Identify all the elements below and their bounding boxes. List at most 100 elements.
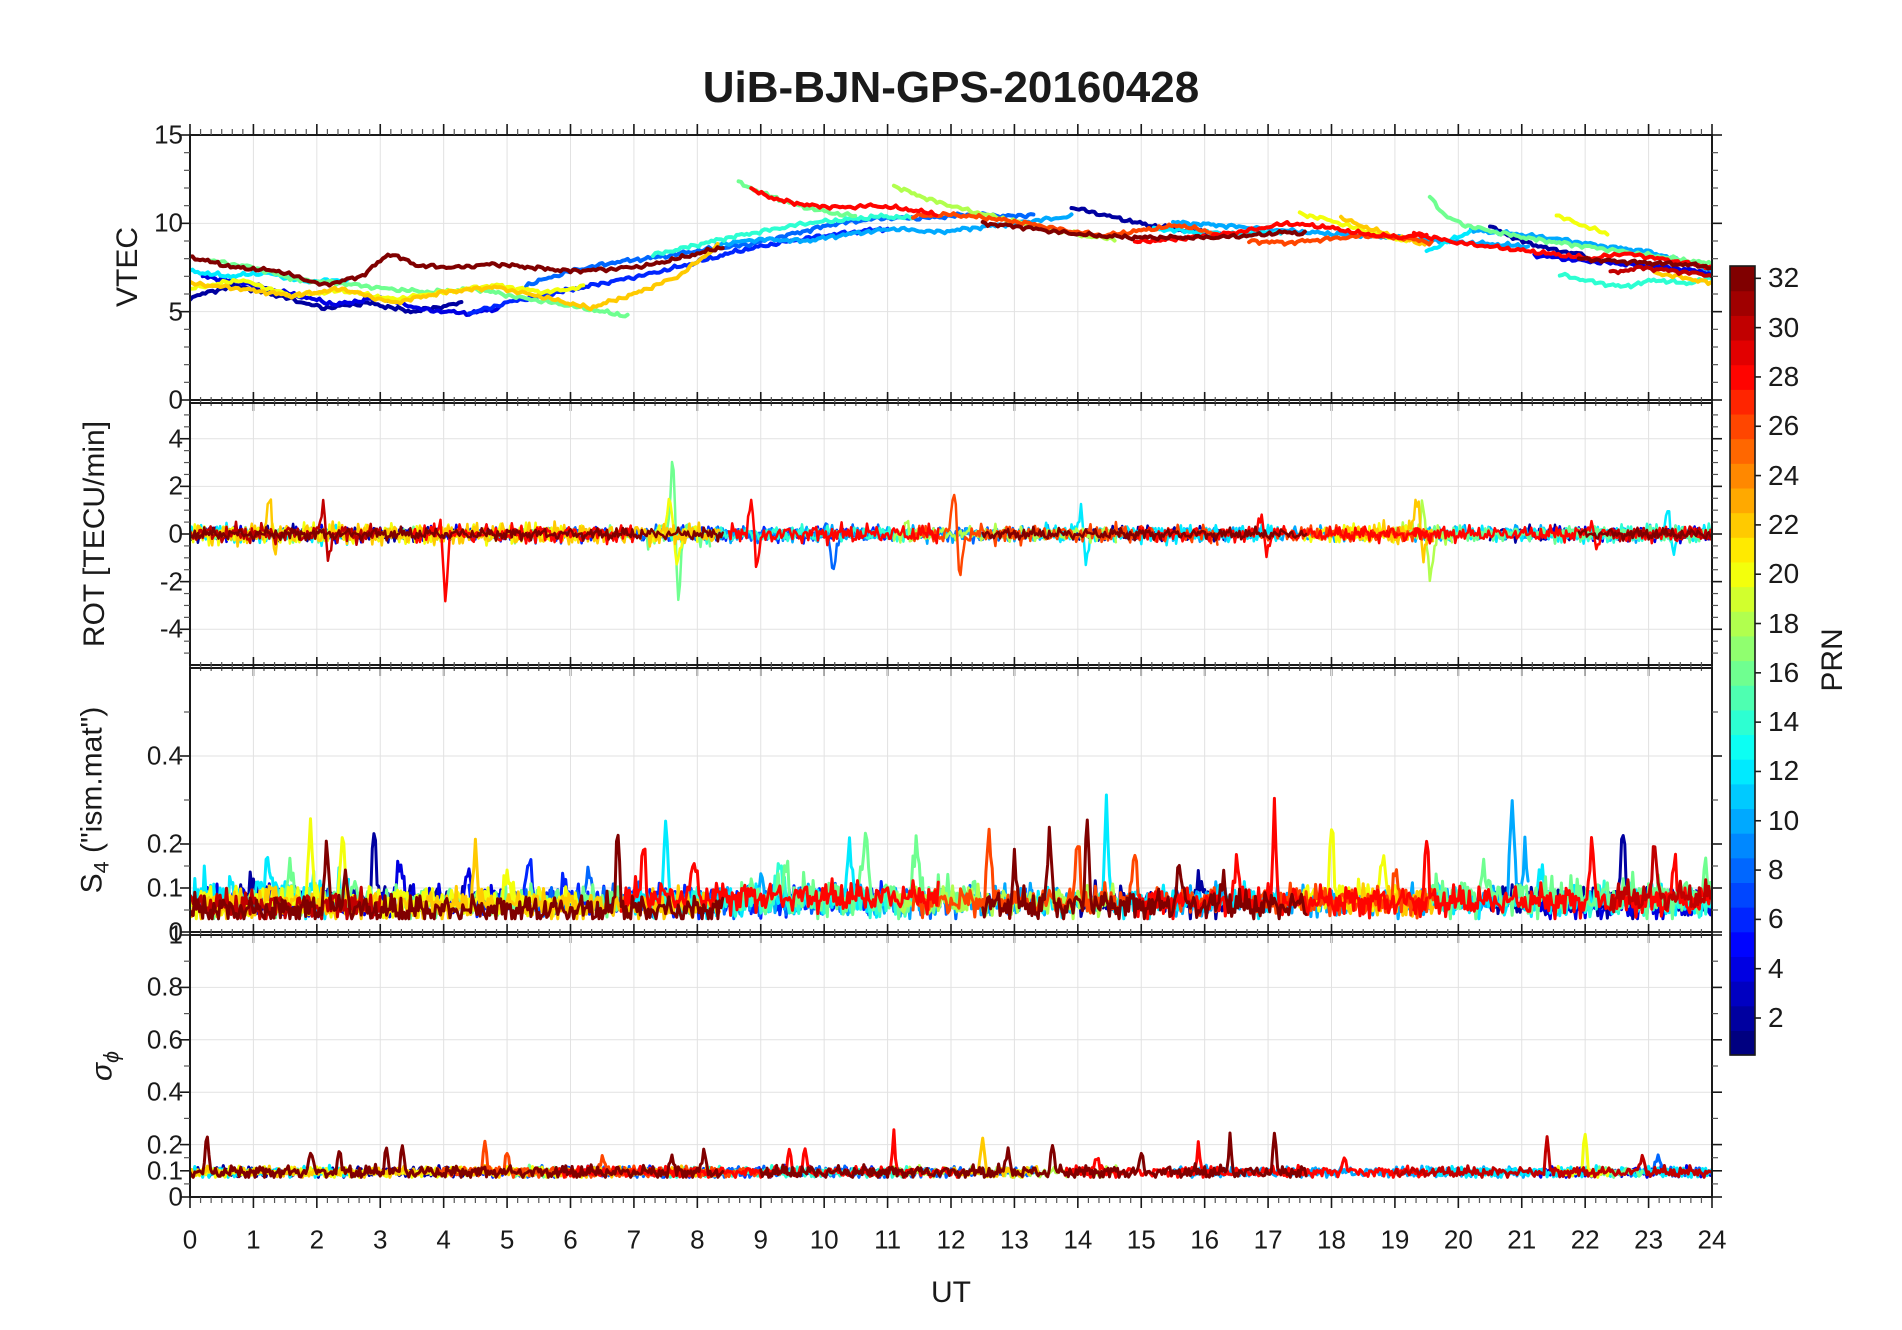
colorbar-level-11 bbox=[1730, 783, 1755, 810]
rot-series-prn-32 bbox=[1577, 527, 1712, 542]
colorbar-level-26 bbox=[1730, 413, 1755, 440]
sigma_phi-series-prn-32 bbox=[759, 1131, 1308, 1179]
colorbar-tick-label: 18 bbox=[1768, 607, 1800, 639]
colorbar-tick-label: 20 bbox=[1768, 558, 1800, 590]
x-axis-label: UT bbox=[931, 1276, 971, 1309]
x-tick-label: 15 bbox=[1126, 1224, 1156, 1255]
vtec-series-prn-2 bbox=[190, 282, 464, 315]
colorbar-tick-label: 14 bbox=[1768, 706, 1800, 738]
vtec-y-tick-label: 0 bbox=[168, 384, 183, 415]
vtec-series-prn-4 bbox=[200, 273, 502, 317]
colorbar-level-1 bbox=[1730, 1030, 1755, 1056]
colorbar-level-9 bbox=[1730, 833, 1755, 859]
vtec-y-tick-label: 10 bbox=[154, 207, 183, 238]
x-tick-label: 14 bbox=[1063, 1224, 1093, 1255]
colorbar bbox=[1729, 265, 1756, 1056]
colorbar-level-29 bbox=[1730, 339, 1755, 366]
vtec-series-prn-28 bbox=[1411, 230, 1712, 271]
x-tick-label: 20 bbox=[1443, 1224, 1473, 1255]
sigma_phi-y-tick-label: 0.6 bbox=[146, 1024, 183, 1055]
colorbar-level-10 bbox=[1730, 808, 1755, 834]
x-tick-label: 8 bbox=[690, 1224, 705, 1255]
y-axis-label-s4: S4 ("ism.mat") bbox=[76, 707, 115, 894]
s4-y-tick-label: 0 bbox=[168, 916, 183, 947]
colorbar-level-28 bbox=[1730, 364, 1755, 390]
x-tick-label: 7 bbox=[626, 1224, 642, 1255]
s4-series-prn-18 bbox=[892, 882, 1118, 921]
x-tick-label: 5 bbox=[499, 1224, 515, 1255]
x-tick-label: 24 bbox=[1697, 1224, 1727, 1255]
sigma_phi-y-tick-label: 0.4 bbox=[146, 1076, 183, 1107]
colorbar-level-15 bbox=[1730, 685, 1755, 711]
colorbar-level-13 bbox=[1730, 734, 1755, 760]
vtec-series-prn-8 bbox=[524, 211, 1036, 289]
rot-series-group bbox=[190, 460, 1712, 603]
s4-series-group bbox=[190, 793, 1712, 921]
sigma_phi-y-tick-label: 0 bbox=[168, 1181, 183, 1212]
vtec-series-prn-28 bbox=[749, 186, 939, 218]
vtec-series-prn-32 bbox=[190, 245, 725, 288]
vtec-series-prn-30 bbox=[1608, 264, 1712, 279]
colorbar-level-19 bbox=[1730, 586, 1755, 612]
colorbar-level-31 bbox=[1730, 290, 1755, 316]
colorbar-label: PRN bbox=[1816, 628, 1849, 692]
s4-label-sub: 4 bbox=[88, 861, 114, 874]
vtec-series-prn-14 bbox=[1557, 271, 1712, 290]
vtec-series-prn-20 bbox=[190, 278, 586, 302]
s4-series-prn-30 bbox=[1609, 845, 1712, 914]
colorbar-level-2 bbox=[1730, 1005, 1755, 1031]
colorbar-level-27 bbox=[1730, 389, 1755, 415]
vtec-series-prn-22 bbox=[1652, 270, 1712, 286]
x-tick-label: 17 bbox=[1253, 1224, 1283, 1255]
colorbar-tick-label: 2 bbox=[1768, 1002, 1784, 1034]
y-axis-label-rot: ROT [TECU/min] bbox=[78, 421, 112, 647]
vtec-y-tick-label: 15 bbox=[154, 119, 183, 150]
sigma_phi-y-tick-label: 0.2 bbox=[146, 1129, 183, 1160]
colorbar-level-30 bbox=[1730, 315, 1755, 341]
s4-series-prn-28 bbox=[1412, 836, 1712, 921]
x-tick-label: 22 bbox=[1570, 1224, 1600, 1255]
s4-y-tick-label: 0.2 bbox=[146, 828, 183, 859]
rot-y-tick-label: 0 bbox=[168, 518, 183, 549]
x-tick-label: 16 bbox=[1190, 1224, 1220, 1255]
rot-series-prn-32 bbox=[981, 525, 1308, 542]
colorbar-tick-label: 26 bbox=[1768, 410, 1800, 442]
x-tick-label: 2 bbox=[309, 1224, 325, 1255]
colorbar-level-14 bbox=[1730, 709, 1755, 736]
x-tick-label: 6 bbox=[563, 1224, 578, 1255]
colorbar-level-22 bbox=[1730, 512, 1755, 538]
s4-label-main: S bbox=[75, 873, 109, 894]
x-tick-label: 3 bbox=[373, 1224, 388, 1255]
s4-series-prn-32 bbox=[981, 818, 1308, 921]
rot-series-prn-32 bbox=[190, 525, 724, 543]
colorbar-tick-label: 30 bbox=[1768, 311, 1800, 343]
rot-y-tick-label: -2 bbox=[159, 566, 183, 597]
s4-label-rest: ("ism.mat") bbox=[75, 706, 109, 862]
sigma_phi-y-tick-label: 0.8 bbox=[146, 971, 183, 1002]
colorbar-tick-label: 28 bbox=[1768, 360, 1800, 392]
vtec-series-prn-32 bbox=[980, 220, 1307, 242]
sigma_phi-series-prn-30 bbox=[1393, 1135, 1712, 1179]
vtec-y-tick-label: 5 bbox=[168, 296, 183, 327]
colorbar-level-8 bbox=[1730, 857, 1755, 884]
colorbar-level-24 bbox=[1730, 463, 1755, 489]
colorbar-level-20 bbox=[1730, 561, 1755, 588]
s4-series-prn-32 bbox=[190, 833, 725, 921]
s4-series-prn-28 bbox=[619, 847, 940, 917]
x-tick-label: 1 bbox=[246, 1224, 261, 1255]
x-tick-label: 9 bbox=[753, 1224, 768, 1255]
colorbar-level-17 bbox=[1730, 635, 1755, 662]
colorbar-tick-label: 8 bbox=[1768, 854, 1784, 886]
colorbar-tick-label: 24 bbox=[1768, 459, 1800, 491]
sigma_phi-y-tick-label: 1 bbox=[168, 919, 183, 950]
chart-title: UiB-BJN-GPS-20160428 bbox=[702, 63, 1200, 112]
sigma_phi-series-prn-32 bbox=[190, 1135, 725, 1179]
vtec-series-prn-16 bbox=[207, 258, 630, 319]
colorbar-tick-label: 32 bbox=[1768, 262, 1800, 294]
x-tick-label: 23 bbox=[1634, 1224, 1664, 1255]
colorbar-level-25 bbox=[1730, 438, 1755, 464]
vtec-series-prn-32 bbox=[1576, 255, 1712, 271]
x-tick-label: 12 bbox=[936, 1224, 966, 1255]
rot-y-tick-label: 2 bbox=[168, 470, 183, 501]
